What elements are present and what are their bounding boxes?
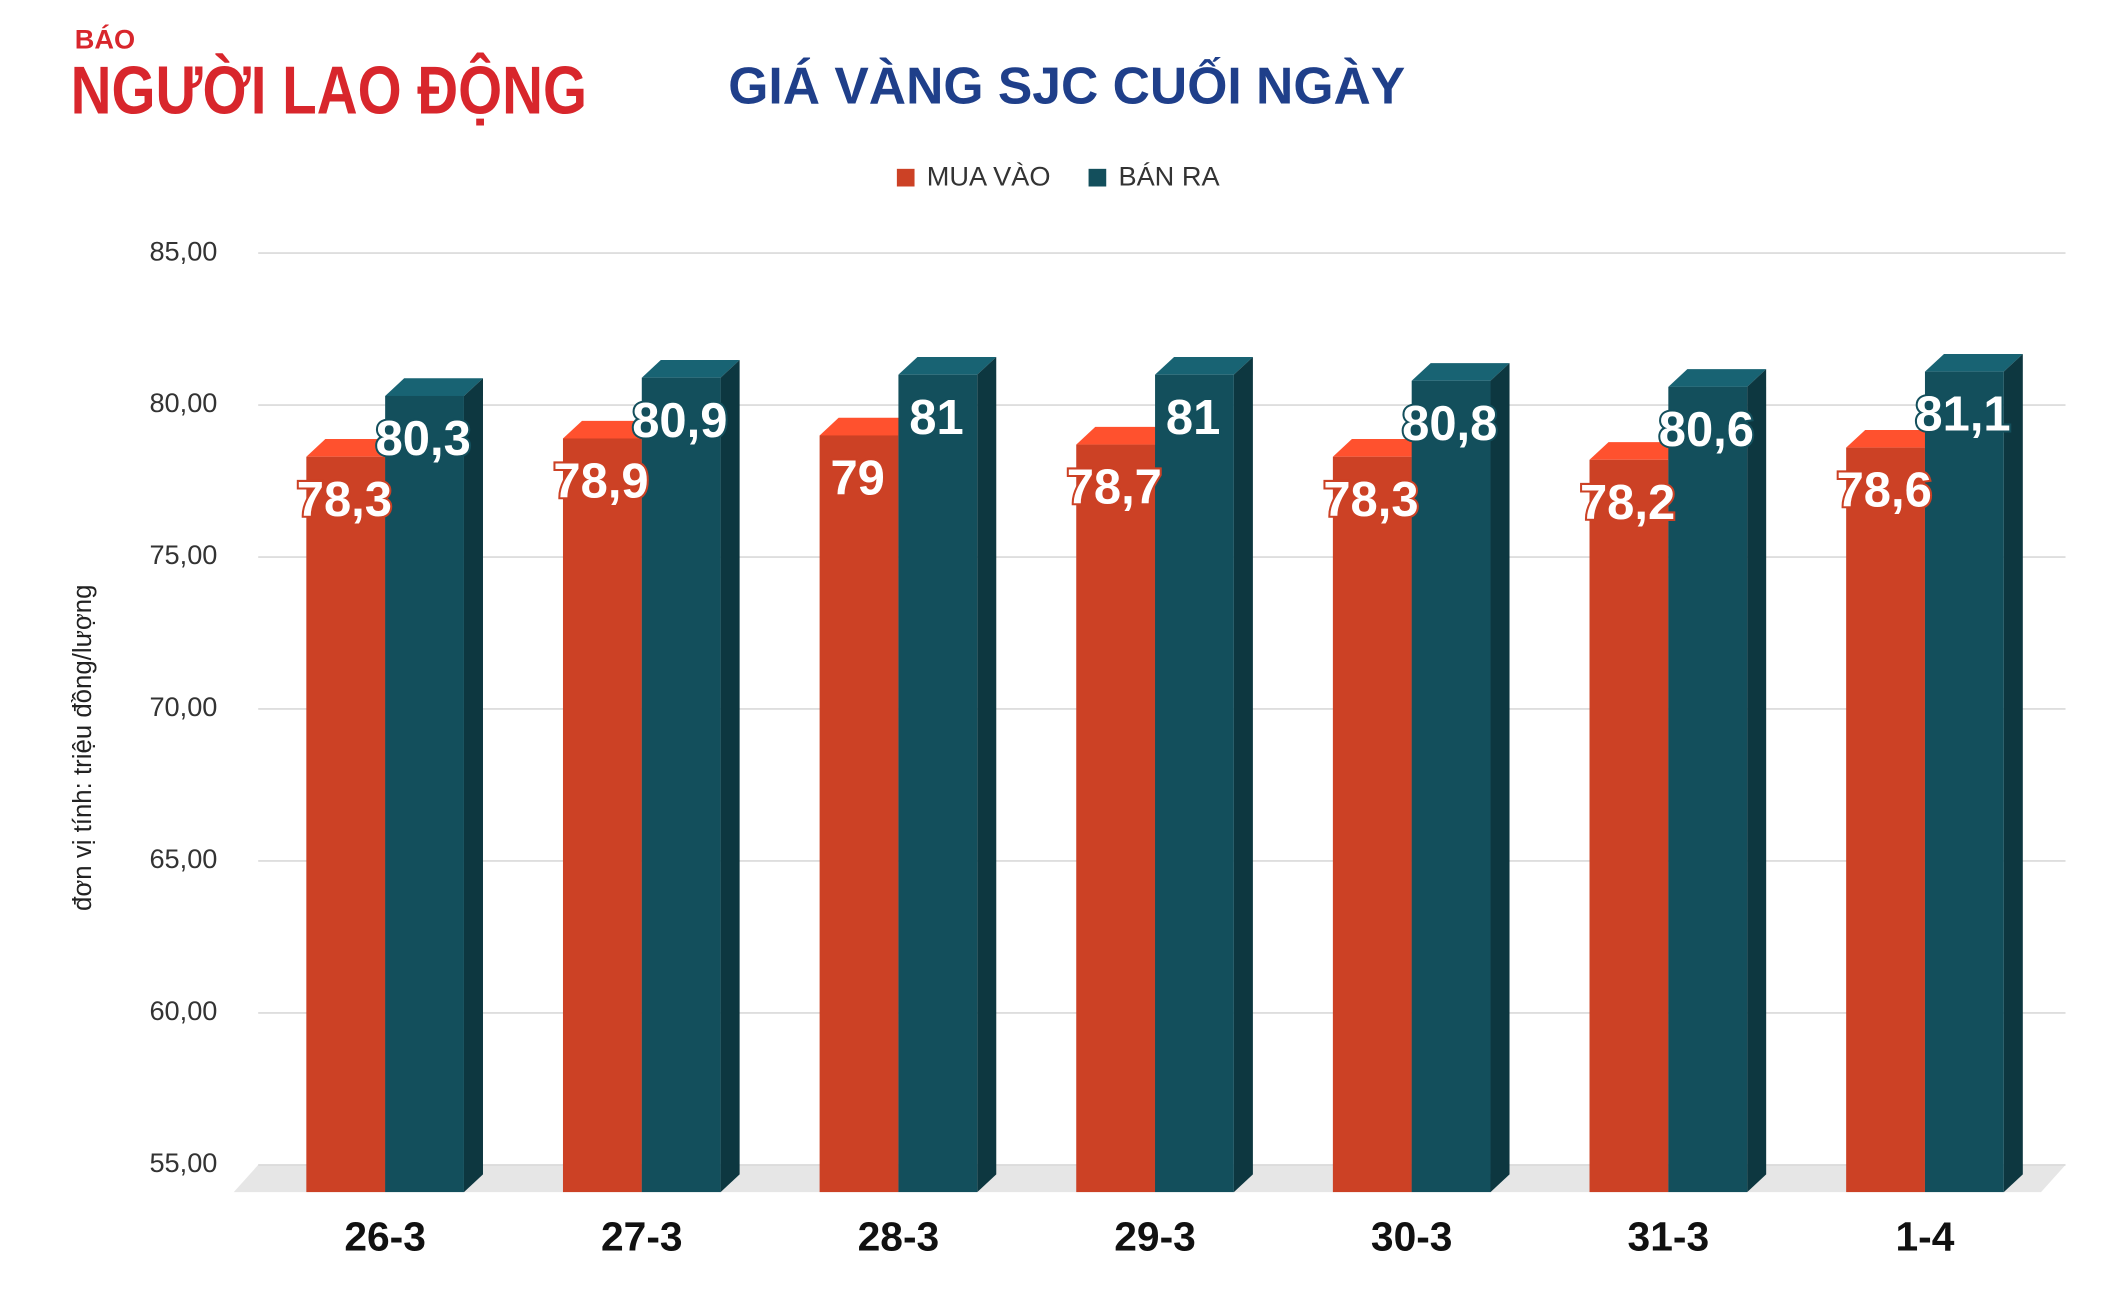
data-label: 80,3 bbox=[376, 412, 471, 466]
bar bbox=[641, 377, 721, 1193]
x-tick-label: 27-3 bbox=[601, 1213, 683, 1259]
bar-top bbox=[1155, 356, 1253, 375]
x-tick-label: 29-3 bbox=[1114, 1213, 1196, 1259]
y-tick-label: 55,00 bbox=[149, 1147, 217, 1178]
data-label: 81,1 bbox=[1915, 388, 2010, 442]
bar-side bbox=[2003, 353, 2023, 1193]
bar-top bbox=[1846, 429, 1944, 448]
legend-label: BÁN RA bbox=[1118, 161, 1220, 192]
bar bbox=[1076, 444, 1156, 1193]
data-label: 78,6 bbox=[1837, 464, 1932, 518]
bar-top bbox=[1332, 439, 1431, 457]
x-tick-label: 1-4 bbox=[1896, 1213, 1955, 1259]
bar-side bbox=[1747, 369, 1767, 1193]
data-label: 80,8 bbox=[1402, 397, 1497, 451]
bar-top bbox=[1076, 426, 1175, 445]
bar-top bbox=[562, 420, 661, 439]
x-tick-label: 31-3 bbox=[1628, 1213, 1710, 1259]
data-label: 80,9 bbox=[632, 394, 727, 448]
data-label: 78,7 bbox=[1067, 461, 1162, 515]
bar bbox=[385, 395, 464, 1193]
bar-side bbox=[463, 378, 483, 1193]
bar bbox=[306, 456, 386, 1193]
logo-top: BÁO bbox=[75, 23, 135, 54]
y-tick-label: 60,00 bbox=[149, 995, 217, 1026]
y-tick-label: 75,00 bbox=[149, 539, 217, 570]
y-tick-label: 85,00 bbox=[149, 235, 217, 266]
bar-top bbox=[1924, 353, 2023, 372]
bar bbox=[1332, 456, 1412, 1193]
bar bbox=[1846, 447, 1925, 1193]
bar-top bbox=[1668, 369, 1767, 387]
bar-top bbox=[1411, 363, 1510, 381]
y-tick-label: 70,00 bbox=[149, 691, 217, 722]
legend-swatch bbox=[896, 168, 915, 187]
bar bbox=[1155, 374, 1234, 1193]
legend-swatch bbox=[1088, 168, 1107, 187]
bar bbox=[1411, 380, 1491, 1193]
data-label: 78,2 bbox=[1580, 476, 1675, 530]
bar-top bbox=[898, 356, 997, 375]
x-tick-label: 26-3 bbox=[344, 1213, 426, 1259]
legend-label: MUA VÀO bbox=[927, 161, 1051, 192]
data-label: 81 bbox=[1166, 391, 1220, 445]
bar bbox=[898, 374, 978, 1193]
data-label: 78,9 bbox=[553, 455, 648, 509]
y-tick-label: 80,00 bbox=[149, 387, 217, 418]
bar-side bbox=[1233, 356, 1253, 1193]
data-label: 81 bbox=[909, 391, 963, 445]
x-tick-label: 28-3 bbox=[858, 1213, 940, 1259]
bar-side bbox=[1490, 363, 1510, 1193]
y-axis-label: đơn vị tính: triệu đồng/lượng bbox=[69, 584, 97, 910]
bar-top bbox=[1589, 442, 1688, 460]
data-label: 78,3 bbox=[297, 473, 392, 527]
bar bbox=[819, 435, 899, 1193]
bar-top bbox=[306, 439, 405, 457]
bar-side bbox=[977, 356, 997, 1193]
chart-title: GIÁ VÀNG SJC CUỐI NGÀY bbox=[728, 57, 1405, 115]
data-label: 80,6 bbox=[1659, 403, 1754, 457]
bar-side bbox=[720, 360, 740, 1193]
x-tick-label: 30-3 bbox=[1371, 1213, 1453, 1259]
bar bbox=[1924, 371, 2004, 1193]
bar-top bbox=[641, 360, 740, 378]
bar-top bbox=[385, 378, 483, 396]
bar bbox=[1589, 459, 1669, 1193]
logo-name: NGƯỜI LAO ĐỘNG bbox=[71, 51, 587, 128]
bar bbox=[1668, 386, 1748, 1193]
bar-top bbox=[819, 417, 918, 436]
data-label: 79 bbox=[830, 452, 884, 506]
y-tick-label: 65,00 bbox=[149, 843, 217, 874]
bar bbox=[562, 438, 642, 1193]
data-label: 78,3 bbox=[1323, 473, 1418, 527]
